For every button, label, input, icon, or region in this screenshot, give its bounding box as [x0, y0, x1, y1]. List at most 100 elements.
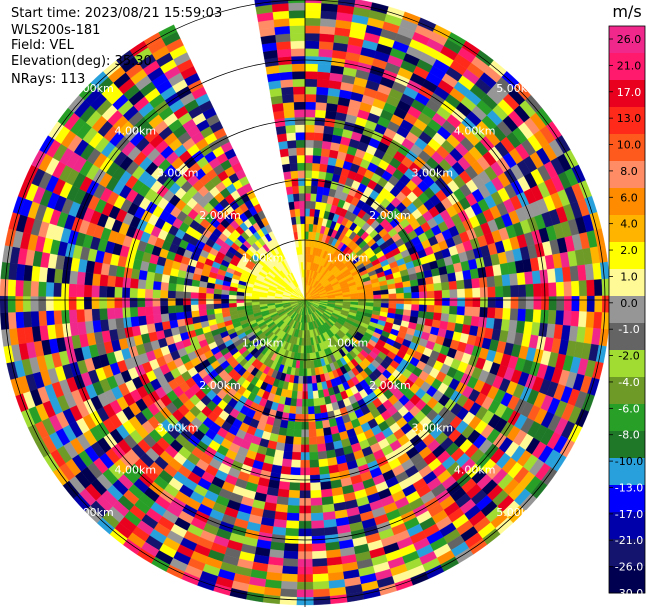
velocity-cell — [471, 306, 481, 318]
velocity-cell — [98, 296, 108, 309]
velocity-cell — [107, 318, 117, 331]
velocity-cell — [312, 155, 322, 164]
velocity-cell — [278, 63, 293, 73]
velocity-cell — [304, 10, 322, 19]
velocity-cell — [322, 511, 336, 521]
velocity-cell — [298, 177, 306, 186]
velocity-cell — [316, 435, 326, 445]
ppi-plot: 1.00km 2.00km 3.00km 4.00km 5.00km 1.00km 2.00… — [0, 0, 610, 607]
velocity-cell — [316, 86, 329, 96]
velocity-cell — [319, 163, 328, 173]
velocity-cell — [31, 265, 41, 282]
velocity-cell — [106, 286, 115, 298]
velocity-cell — [312, 390, 319, 399]
velocity-cell — [169, 319, 179, 329]
velocity-cell — [525, 283, 534, 298]
velocity-cell — [313, 398, 320, 407]
velocity-cell — [424, 276, 434, 285]
velocity-cell — [456, 306, 466, 316]
velocity-cell — [167, 305, 177, 314]
velocity-cell — [306, 360, 311, 369]
velocity-cell — [220, 298, 229, 304]
velocity-cell — [300, 215, 306, 225]
velocity-cell — [130, 316, 140, 327]
velocity-cell — [22, 311, 32, 328]
velocity-cell — [91, 285, 100, 298]
velocity-cell — [286, 420, 295, 430]
velocity-cell — [308, 429, 317, 438]
velocity-cell — [426, 304, 435, 313]
velocity-cell — [91, 308, 101, 321]
velocity-cell — [45, 281, 55, 297]
velocity-cell — [296, 223, 302, 232]
velocity-cell — [463, 315, 473, 326]
velocity-cell — [236, 298, 245, 304]
colorbar-tick-label: -17.0 — [615, 508, 643, 521]
velocity-cell — [299, 208, 306, 217]
velocity-cell — [486, 276, 496, 288]
velocity-cell — [294, 413, 302, 423]
velocity-cell — [314, 124, 325, 134]
velocity-cell — [432, 312, 442, 322]
velocity-cell — [290, 32, 306, 42]
velocity-cell — [182, 291, 192, 299]
velocity-cell — [309, 467, 320, 476]
velocity-cell — [281, 86, 294, 96]
velocity-cell — [291, 451, 301, 461]
velocity-cell — [323, 434, 334, 444]
velocity-cell — [176, 318, 186, 327]
velocity-cell — [319, 25, 336, 35]
velocity-cell — [509, 308, 519, 321]
velocity-cell — [585, 311, 595, 329]
velocity-cell — [304, 17, 321, 27]
velocity-cell — [236, 302, 245, 307]
velocity-cell — [68, 283, 77, 297]
velocity-cell — [283, 550, 299, 560]
velocity-cell — [137, 288, 146, 298]
velocity-cell — [228, 294, 237, 300]
colorbar-segment — [609, 161, 645, 189]
velocity-cell — [373, 298, 382, 304]
velocity-cell — [114, 276, 124, 288]
velocity-cell — [439, 273, 449, 284]
range-ring-label: 4.00km — [454, 124, 496, 137]
colorbar-segment — [609, 512, 645, 540]
velocity-cell — [288, 201, 295, 210]
velocity-cell — [315, 101, 328, 111]
velocity-cell — [563, 296, 572, 312]
velocity-cell — [312, 573, 329, 583]
velocity-cell — [121, 287, 131, 298]
velocity-cell — [285, 186, 294, 195]
velocity-cell — [304, 162, 313, 171]
velocity-cell — [493, 318, 503, 331]
velocity-cell — [30, 280, 39, 297]
velocity-cell — [280, 588, 298, 598]
velocity-cell — [284, 435, 294, 445]
range-ring-label: 1.00km — [327, 336, 369, 349]
velocity-cell — [322, 427, 332, 437]
velocity-cell — [315, 428, 325, 437]
velocity-cell — [548, 296, 557, 311]
range-ring-label: 2.00km — [369, 209, 411, 222]
colorbar-tick-label: 4.0 — [620, 218, 638, 231]
velocity-cell — [337, 0, 356, 7]
velocity-cell — [308, 436, 318, 445]
velocity-cell — [45, 296, 54, 311]
velocity-cell — [323, 125, 335, 135]
velocity-cell — [556, 296, 565, 311]
velocity-cell — [276, 496, 289, 506]
colorbar-segment — [609, 377, 645, 405]
velocity-cell — [456, 279, 465, 290]
velocity-cell — [83, 296, 92, 310]
velocity-cell — [304, 208, 311, 217]
colorbar-tick-label: 0.0 — [620, 297, 638, 310]
velocity-cell — [282, 101, 295, 111]
velocity-cell — [320, 148, 331, 158]
velocity-cell — [22, 295, 31, 312]
velocity-cell — [304, 177, 312, 186]
velocity-cell — [22, 280, 32, 297]
velocity-cell — [317, 71, 331, 81]
velocity-cell — [304, 154, 314, 164]
velocity-cell — [548, 282, 557, 297]
velocity-cell — [190, 298, 199, 305]
